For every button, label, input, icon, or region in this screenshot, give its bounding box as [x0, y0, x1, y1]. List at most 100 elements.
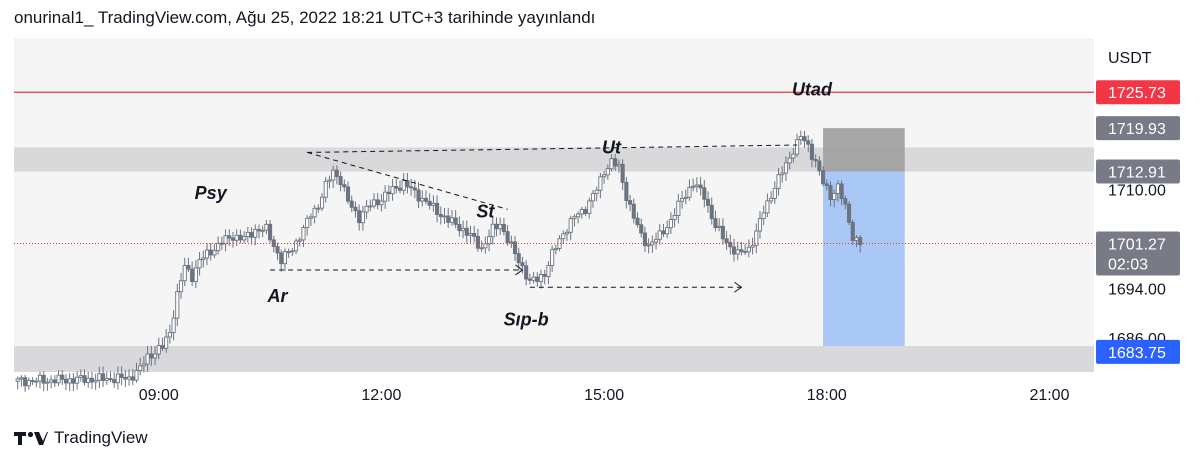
- candle-body: [390, 186, 395, 195]
- price-zone: [14, 346, 1094, 372]
- candle-body: [602, 174, 607, 178]
- candle-body: [193, 267, 198, 283]
- tradingview-brand-text: TradingView: [54, 428, 148, 447]
- candle-body: [156, 345, 161, 355]
- candle-body: [63, 378, 69, 384]
- chart-pane[interactable]: [14, 38, 1094, 372]
- candle-body: [795, 139, 800, 155]
- candle-body: [89, 377, 94, 383]
- candle-body: [115, 373, 120, 384]
- candle-body: [635, 217, 640, 226]
- candle-body: [435, 202, 440, 215]
- candle-body: [323, 180, 328, 198]
- candle-body: [657, 230, 662, 240]
- wyckoff-label[interactable]: Ut: [602, 138, 622, 158]
- price-label-text: 1701.27: [1108, 237, 1166, 254]
- candle-body: [850, 221, 855, 241]
- trend-line[interactable]: [307, 144, 798, 153]
- candle-body: [331, 169, 336, 181]
- candle-body: [858, 237, 863, 246]
- candle-body: [754, 230, 759, 246]
- candle-body: [227, 235, 232, 239]
- candle-body: [245, 231, 250, 238]
- candle-body: [416, 189, 421, 202]
- axis-currency: USDT: [1108, 50, 1152, 67]
- wyckoff-label[interactable]: Ar: [266, 286, 288, 306]
- candle-body: [342, 184, 347, 188]
- candle-body: [646, 244, 651, 247]
- countdown-label: 02:03: [1108, 257, 1148, 274]
- candle-body: [464, 227, 469, 236]
- candle-body: [683, 196, 688, 199]
- price-label: [1096, 159, 1180, 184]
- candle-body: [453, 217, 458, 225]
- candle-body: [301, 227, 306, 241]
- candle-body: [164, 336, 169, 349]
- candle-body: [605, 168, 610, 176]
- candle-body: [598, 176, 603, 191]
- candle-body: [338, 176, 343, 186]
- arrow-head-icon: [515, 264, 524, 276]
- tradingview-branding[interactable]: TradingView: [14, 428, 148, 448]
- candle-body: [134, 370, 139, 381]
- candle-body: [757, 218, 763, 232]
- candle-body: [854, 237, 859, 241]
- candle-body: [319, 196, 325, 209]
- candle-body: [93, 379, 98, 383]
- candle-body: [835, 183, 840, 194]
- candle-body: [208, 249, 213, 256]
- candle-body: [201, 257, 206, 260]
- candle-body: [783, 162, 789, 174]
- candle-body: [26, 380, 31, 387]
- candle-body: [353, 206, 358, 212]
- candle-body: [67, 378, 72, 384]
- candle-body: [524, 265, 529, 280]
- price-label-text: 1719.93: [1108, 121, 1166, 138]
- candle-body: [739, 249, 744, 252]
- candle-body: [761, 212, 766, 220]
- candle-body: [594, 189, 599, 194]
- wyckoff-label[interactable]: Sıp-b: [504, 310, 549, 330]
- candle-body: [687, 186, 692, 198]
- wyckoff-label[interactable]: Utad: [792, 80, 833, 100]
- candle-body: [186, 265, 191, 270]
- candle-body: [743, 251, 748, 253]
- trend-line[interactable]: [307, 151, 508, 210]
- candle-body: [587, 200, 592, 214]
- candle-body: [175, 291, 180, 319]
- candle-body: [178, 280, 184, 293]
- candle-body: [731, 246, 737, 255]
- wyckoff-label[interactable]: St: [476, 201, 495, 221]
- price-label: [1096, 231, 1180, 276]
- candle-body: [171, 317, 176, 334]
- candle-body: [204, 249, 210, 259]
- candle-body: [412, 187, 417, 191]
- tradingview-logo-icon: [14, 431, 48, 445]
- candle-body: [275, 246, 280, 254]
- candle-body: [182, 265, 187, 282]
- candle-body: [728, 242, 733, 248]
- candle-body: [776, 174, 781, 189]
- candle-body: [821, 170, 826, 185]
- candle-body: [49, 379, 54, 383]
- candle-body: [71, 378, 76, 384]
- candle-body: [798, 136, 803, 141]
- candle-body: [30, 380, 35, 383]
- candle-body: [45, 381, 50, 384]
- candle-body: [60, 374, 65, 380]
- x-tick-label: 21:00: [1029, 387, 1069, 404]
- candle-body: [160, 345, 165, 349]
- candle-body: [709, 204, 714, 220]
- candle-body: [397, 187, 403, 191]
- candle-body: [505, 231, 510, 243]
- candle-body: [405, 180, 410, 188]
- candle-body: [190, 268, 195, 283]
- candle-body: [138, 365, 143, 371]
- wyckoff-label[interactable]: Psy: [195, 183, 228, 203]
- candle-body: [639, 224, 644, 234]
- candle-body: [498, 223, 503, 230]
- candle-body: [249, 231, 254, 238]
- candle-body: [316, 207, 321, 210]
- candle-body: [401, 180, 406, 191]
